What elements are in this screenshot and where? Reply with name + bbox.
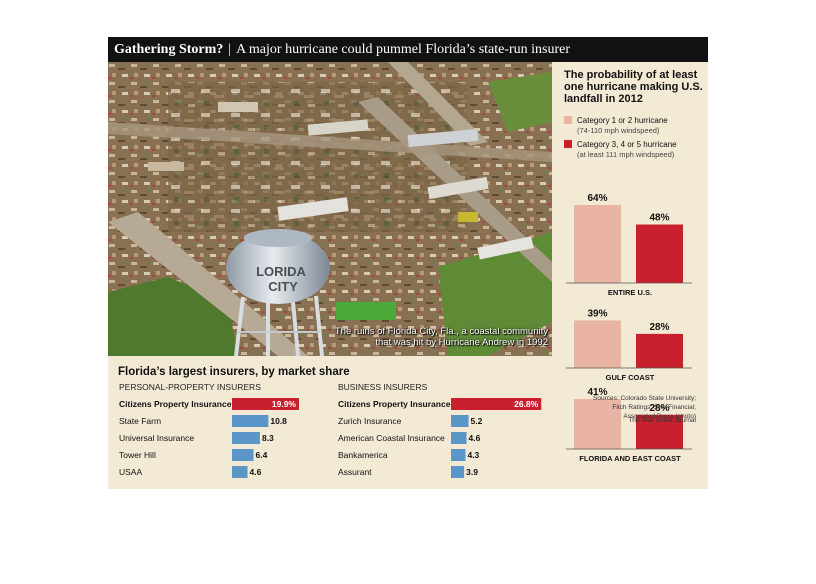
data-label: 28%: [649, 403, 669, 414]
legend-swatch: [564, 140, 572, 148]
photo-caption: The ruins of Florida City, Fla., a coast…: [318, 326, 548, 348]
market-share-chart: Florida’s largest insurers, by market sh…: [118, 366, 542, 478]
insurer-label: American Coastal Insurance: [338, 433, 445, 443]
category-label: GULF COAST: [606, 373, 655, 382]
tower-text-1: LORIDA: [256, 264, 306, 279]
share-bar: [232, 432, 260, 444]
share-bar: [232, 449, 254, 461]
source-line: Fitch Ratings; SNL Financial;: [612, 404, 696, 411]
bar-cat12: [574, 205, 621, 283]
chart-title-line: one hurricane making U.S.: [564, 81, 703, 93]
credit-line: The Wall Street Journal: [628, 417, 696, 424]
insurer-label: State Farm: [119, 416, 161, 426]
insurer-label: Tower Hill: [119, 450, 156, 460]
bar-cat12: [574, 320, 621, 368]
share-value: 19.9%: [272, 399, 297, 409]
share-value: 5.2: [471, 416, 483, 426]
photo-caption-line-1: The ruins of Florida City, Fla., a coast…: [334, 326, 548, 337]
category-label: FLORIDA AND EAST COAST: [579, 454, 681, 463]
share-bar: [232, 415, 269, 427]
share-value: 6.4: [256, 450, 268, 460]
bar-cat345: [636, 414, 683, 449]
data-label: 28%: [649, 322, 669, 333]
legend-swatch: [564, 116, 572, 124]
share-bar: [451, 449, 466, 461]
insurer-label: Citizens Property Insurance: [338, 399, 451, 409]
bar-cat345: [636, 333, 683, 368]
share-bar: [451, 432, 467, 444]
share-value: 10.8: [270, 416, 287, 426]
legend-note: (74-110 mph windspeed): [577, 126, 660, 135]
share-value: 4.6: [468, 433, 480, 443]
photo-caption-line-2: that was hit by Hurricane Andrew in 1992: [375, 337, 548, 348]
insurer-label: Zurich Insurance: [338, 416, 402, 426]
data-label: 64%: [587, 193, 607, 204]
insurer-label: Bankamerica: [338, 450, 388, 460]
header-bar: Gathering Storm? | A major hurricane could…: [108, 37, 708, 62]
infographic: Gathering Storm? | A major hurricane could…: [108, 37, 708, 489]
headline-bold: Gathering Storm?: [114, 42, 224, 57]
insurer-label: Assurant: [338, 467, 372, 477]
data-label: 41%: [587, 387, 607, 398]
share-value: 4.6: [249, 467, 261, 477]
share-bar: [451, 415, 469, 427]
source-line: Sources: Colorado State University;: [593, 395, 696, 402]
insurer-label: USAA: [119, 467, 142, 477]
chart-title-line: landfall in 2012: [564, 93, 643, 105]
insurer-label: Universal Insurance: [119, 433, 194, 443]
share-value: 8.3: [262, 433, 274, 443]
insurer-label: Citizens Property Insurance: [119, 399, 232, 409]
share-bar: [451, 398, 542, 410]
share-bar: [451, 466, 465, 478]
headline-rest: A major hurricane could pummel Florida’s…: [236, 42, 571, 57]
share-value: 4.3: [467, 450, 479, 460]
tower-text-2: CITY: [268, 279, 298, 294]
category-label: ENTIRE U.S.: [608, 288, 652, 297]
group-subtitle: PERSONAL-PROPERTY INSURERS: [119, 382, 261, 392]
data-label: 48%: [649, 213, 669, 224]
headline-separator: |: [228, 42, 232, 57]
legend-label: Category 3, 4 or 5 hurricane: [577, 140, 677, 149]
bar-cat12: [574, 399, 621, 449]
legend-label: Category 1 or 2 hurricane: [577, 116, 668, 125]
water-tower: LORIDA CITY: [226, 229, 330, 356]
data-label: 39%: [587, 308, 607, 319]
share-value: 3.9: [466, 467, 478, 477]
market-share-title: Florida’s largest insurers, by market sh…: [118, 366, 350, 378]
chart-title-line: The probability of at least: [564, 69, 698, 81]
share-bar: [232, 466, 248, 478]
damage-photo: LORIDA CITY: [108, 62, 552, 356]
source-line: Associated Press (photo): [623, 413, 696, 420]
share-bar: [232, 398, 299, 410]
bar-cat345: [636, 224, 683, 283]
legend-note: (at least 111 mph windspeed): [577, 150, 675, 159]
share-value: 26.8%: [514, 399, 539, 409]
group-subtitle: BUSINESS INSURERS: [338, 382, 428, 392]
